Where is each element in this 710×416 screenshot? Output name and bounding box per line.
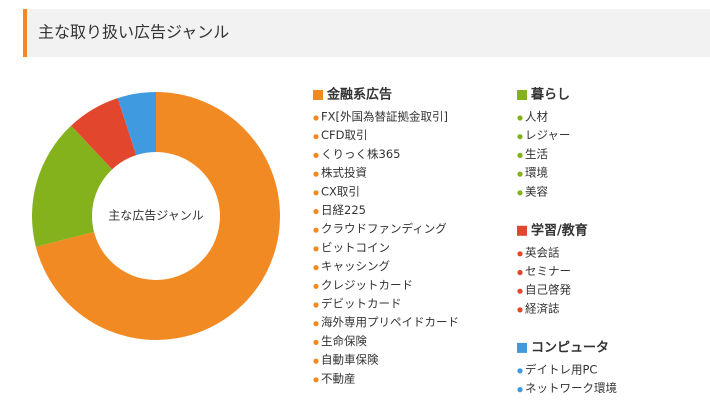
legend-item: 不動産 [321, 371, 356, 385]
legend-item: 日経225 [321, 203, 366, 217]
legend-item: 自己啓発 [525, 283, 571, 297]
donut-segment [32, 125, 113, 247]
legend-swatch [517, 342, 527, 353]
legend-bullet [517, 251, 523, 257]
legend-item: 海外専用プリペイドカード [321, 315, 459, 329]
header-band [23, 9, 710, 57]
legend-heading: 学習/教育 [531, 222, 588, 238]
legend-item: 自動車保険 [321, 353, 379, 367]
legend-bullet [313, 246, 319, 252]
donut-segment [71, 98, 137, 170]
legend-bullet [517, 190, 523, 196]
donut-segment [117, 92, 156, 156]
legend-item: 人材 [525, 110, 548, 124]
legend-item: デイトレ用PC [525, 362, 597, 376]
legend-item: 生命保険 [321, 334, 367, 348]
donut-segment [35, 92, 280, 341]
legend-item: 英会話 [525, 245, 560, 259]
legend-bullet [313, 115, 319, 121]
legend-bullet [313, 302, 319, 308]
legend-swatch [517, 90, 527, 100]
legend-item: クレジットカード [321, 278, 413, 292]
legend-item: くりっく株365 [321, 147, 400, 161]
legend-item: 株式投資 [321, 166, 367, 180]
legend-item: CX取引 [321, 184, 360, 198]
header-accent [23, 9, 27, 57]
legend-bullet [517, 307, 523, 313]
legend-bullet [517, 387, 523, 393]
legend-bullet [313, 152, 319, 158]
legend-bullet [313, 339, 319, 345]
legend-bullet [517, 152, 523, 158]
legend-item: 経済誌 [525, 301, 560, 315]
legend-bullet [313, 377, 319, 383]
legend-item: セミナー [525, 264, 571, 278]
legend-heading: 暮らし [530, 87, 570, 103]
legend-item: デビットカード [321, 297, 402, 311]
legend-swatch [517, 225, 527, 236]
legend-bullet [517, 368, 523, 374]
legend-bullet [313, 283, 319, 289]
center-label: 主な広告ジャンル [108, 209, 203, 223]
legend-item: レジャー [525, 128, 570, 142]
legend-item: 環境 [525, 166, 548, 180]
legend-bullet [313, 358, 319, 364]
legend-bullet [313, 134, 319, 140]
legend-bullet [517, 269, 523, 276]
legend-swatch [313, 90, 323, 100]
legend-bullet [313, 171, 319, 177]
legend-item: CFD取引 [321, 128, 368, 142]
legend-bullet [517, 134, 523, 140]
chart-title: 主な取り扱い広告ジャンル [38, 23, 229, 42]
legend-item: 生活 [525, 147, 548, 161]
legend-heading: コンピュータ [531, 340, 609, 355]
legend-bullet [313, 321, 319, 327]
legend-heading: 金融系広告 [326, 87, 392, 103]
legend-item: 美容 [525, 184, 548, 198]
legend-item: キャッシング [321, 259, 390, 273]
legend-bullet [517, 288, 523, 294]
legend-item: ビットコイン [321, 240, 390, 254]
legend-bullet [313, 265, 319, 271]
legend-bullet [517, 171, 523, 177]
legend-item: クラウドファンディング [321, 222, 447, 236]
legend-bullet [517, 115, 523, 121]
legend-bullet [313, 227, 319, 233]
legend-bullet [313, 208, 319, 215]
legend-item: ネットワーク環境 [525, 381, 617, 395]
legend-item: FX[外国為替証拠金取引] [321, 110, 448, 124]
legend-bullet [313, 190, 319, 196]
